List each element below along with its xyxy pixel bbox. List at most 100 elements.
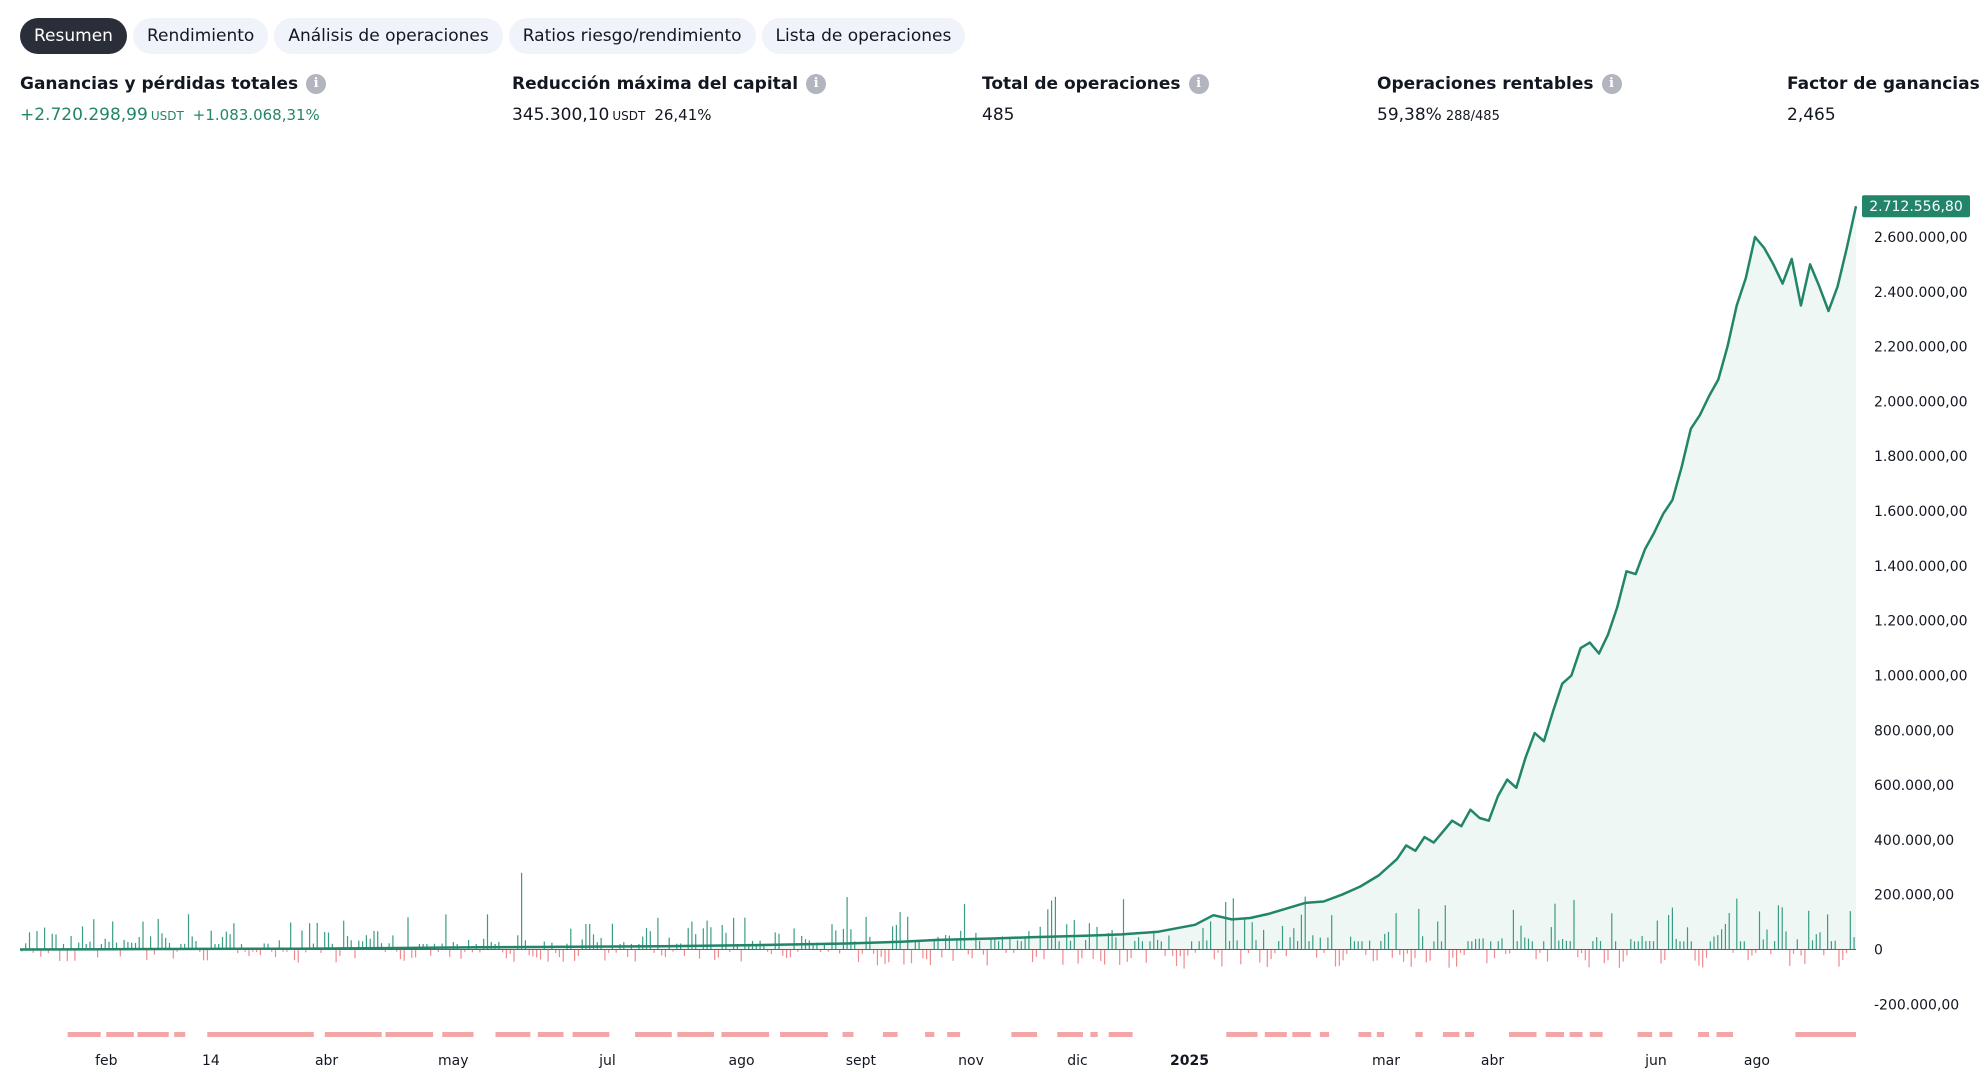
- metric-total-trades: Total de operaciones i 485: [982, 74, 1209, 125]
- x-tick-label: dic: [1067, 1053, 1087, 1069]
- tab-lista-operaciones[interactable]: Lista de operaciones: [761, 18, 966, 54]
- y-tick-label: -200.000,00: [1874, 997, 1959, 1013]
- y-tick-label: 1.000.000,00: [1874, 669, 1968, 685]
- drawdown-segment: [925, 1032, 935, 1037]
- drawdown-segment: [537, 1032, 564, 1037]
- drawdown-segment: [1108, 1032, 1133, 1037]
- info-icon[interactable]: i: [1601, 74, 1622, 94]
- x-tick-label: feb: [95, 1053, 118, 1069]
- drawdown-segment: [1589, 1032, 1603, 1037]
- tab-rendimiento[interactable]: Rendimiento: [132, 18, 269, 54]
- tab-resumen[interactable]: Resumen: [20, 18, 127, 54]
- tab-bar: Resumen Rendimiento Análisis de operacio…: [20, 18, 966, 54]
- y-tick-label: 2.400.000,00: [1874, 285, 1968, 301]
- drawdown-segment: [780, 1032, 828, 1037]
- drawdown-segment: [1057, 1032, 1083, 1037]
- drawdown-segment: [842, 1032, 854, 1037]
- drawdown-segment: [324, 1032, 382, 1037]
- metric-total-trades-label: Total de operaciones: [982, 74, 1181, 94]
- drawdown-segment: [1358, 1032, 1372, 1037]
- y-tick-label: 2.600.000,00: [1874, 230, 1968, 246]
- metric-total-trades-value: 485: [982, 105, 1015, 125]
- drawdown-segment: [1415, 1032, 1423, 1037]
- drawdown-segment: [1545, 1032, 1565, 1037]
- drawdown-segment: [882, 1032, 898, 1037]
- drawdown-segment: [721, 1032, 770, 1037]
- metric-profitable-value: 59,38%: [1377, 105, 1442, 125]
- drawdown-segment: [1264, 1032, 1287, 1037]
- metric-profit-factor: Factor de gananciasi 2,465: [1787, 74, 1988, 125]
- x-tick-label: jun: [1644, 1053, 1667, 1069]
- drawdown-segment: [1376, 1032, 1385, 1037]
- tab-analisis-operaciones[interactable]: Análisis de operaciones: [274, 18, 503, 54]
- drawdown-segment: [67, 1032, 101, 1037]
- drawdown-segment: [635, 1032, 672, 1037]
- drawdown-segment: [1292, 1032, 1311, 1037]
- drawdown-segment: [1011, 1032, 1038, 1037]
- y-tick-label: 0: [1874, 943, 1883, 959]
- metric-pnl-label: Ganancias y pérdidas totales: [20, 74, 299, 94]
- drawdown-segment: [1716, 1032, 1733, 1037]
- x-tick-label: may: [438, 1053, 469, 1069]
- drawdown-segment: [1442, 1032, 1460, 1037]
- x-tick-label: 14: [202, 1053, 220, 1069]
- y-tick-label: 1.200.000,00: [1874, 614, 1968, 630]
- y-tick-label: 800.000,00: [1874, 723, 1954, 739]
- metric-drawdown: Reducción máxima del capital i 345.300,10…: [512, 74, 827, 125]
- y-tick-label: 2.000.000,00: [1874, 394, 1968, 410]
- drawdown-segment: [1698, 1032, 1710, 1037]
- metric-pnl-pct: +1.083.068,31%: [192, 106, 320, 124]
- drawdown-segment: [1509, 1032, 1537, 1037]
- drawdown-segment: [1464, 1032, 1475, 1037]
- last-value-badge: [1862, 195, 1970, 218]
- metric-drawdown-pct: 26,41%: [654, 106, 712, 124]
- metric-profitable-frac: 288/485: [1445, 109, 1500, 124]
- metric-pnl-unit: USDT: [150, 109, 184, 123]
- drawdown-segment: [106, 1032, 134, 1037]
- y-tick-label: 600.000,00: [1874, 778, 1954, 794]
- drawdown-segment: [174, 1032, 186, 1037]
- drawdown-segment: [1090, 1032, 1098, 1037]
- metric-profitable: Operaciones rentables i 59,38% 288/485: [1377, 74, 1622, 125]
- y-tick-label: 1.600.000,00: [1874, 504, 1968, 520]
- x-tick-label: ago: [1744, 1053, 1770, 1069]
- drawdown-segment: [137, 1032, 169, 1037]
- metric-pnl: Ganancias y pérdidas totales i +2.720.298…: [20, 74, 327, 125]
- metric-drawdown-unit: USDT: [612, 109, 646, 123]
- drawdown-segment: [947, 1032, 961, 1037]
- drawdown-segment: [1659, 1032, 1673, 1037]
- metric-drawdown-label: Reducción máxima del capital: [512, 74, 799, 94]
- y-tick-label: 1.400.000,00: [1874, 559, 1968, 575]
- drawdown-segment: [385, 1032, 434, 1037]
- equity-area: [20, 206, 1856, 950]
- x-tick-label: sept: [846, 1053, 877, 1069]
- drawdown-segment: [1637, 1032, 1653, 1037]
- metric-profit-factor-label: Factor de ganancias: [1787, 74, 1980, 94]
- x-tick-label: abr: [1481, 1053, 1504, 1069]
- x-tick-label: jul: [598, 1053, 616, 1069]
- drawdown-segment: [1319, 1032, 1330, 1037]
- y-tick-label: 2.200.000,00: [1874, 340, 1968, 356]
- y-tick-label: 200.000,00: [1874, 888, 1954, 904]
- metric-profitable-label: Operaciones rentables: [1377, 74, 1594, 94]
- metric-profit-factor-value: 2,465: [1787, 105, 1836, 125]
- info-icon[interactable]: i: [806, 74, 827, 94]
- drawdown-segment: [572, 1032, 610, 1037]
- drawdown-segment: [495, 1032, 531, 1037]
- tab-ratios-riesgo[interactable]: Ratios riesgo/rendimiento: [508, 18, 756, 54]
- equity-line: [19, 205, 1858, 951]
- last-value-label: 2.712.556,80: [1869, 199, 1963, 215]
- x-tick-label: 2025: [1170, 1053, 1209, 1069]
- metric-pnl-value: +2.720.298,99: [20, 105, 148, 125]
- x-tick-label: mar: [1372, 1053, 1400, 1069]
- x-tick-label: ago: [728, 1053, 754, 1069]
- y-tick-label: 400.000,00: [1874, 833, 1954, 849]
- equity-chart[interactable]: -200.000,00 0 200.000,00 400.000,00 600.000,…: [0, 150, 1988, 1072]
- drawdown-segment: [1569, 1032, 1583, 1037]
- metric-drawdown-value: 345.300,10: [512, 105, 610, 125]
- x-tick-label: abr: [315, 1053, 338, 1069]
- info-icon[interactable]: i: [306, 74, 327, 94]
- drawdown-segment: [207, 1032, 314, 1037]
- info-icon[interactable]: i: [1188, 74, 1209, 94]
- y-tick-label: 1.800.000,00: [1874, 449, 1968, 465]
